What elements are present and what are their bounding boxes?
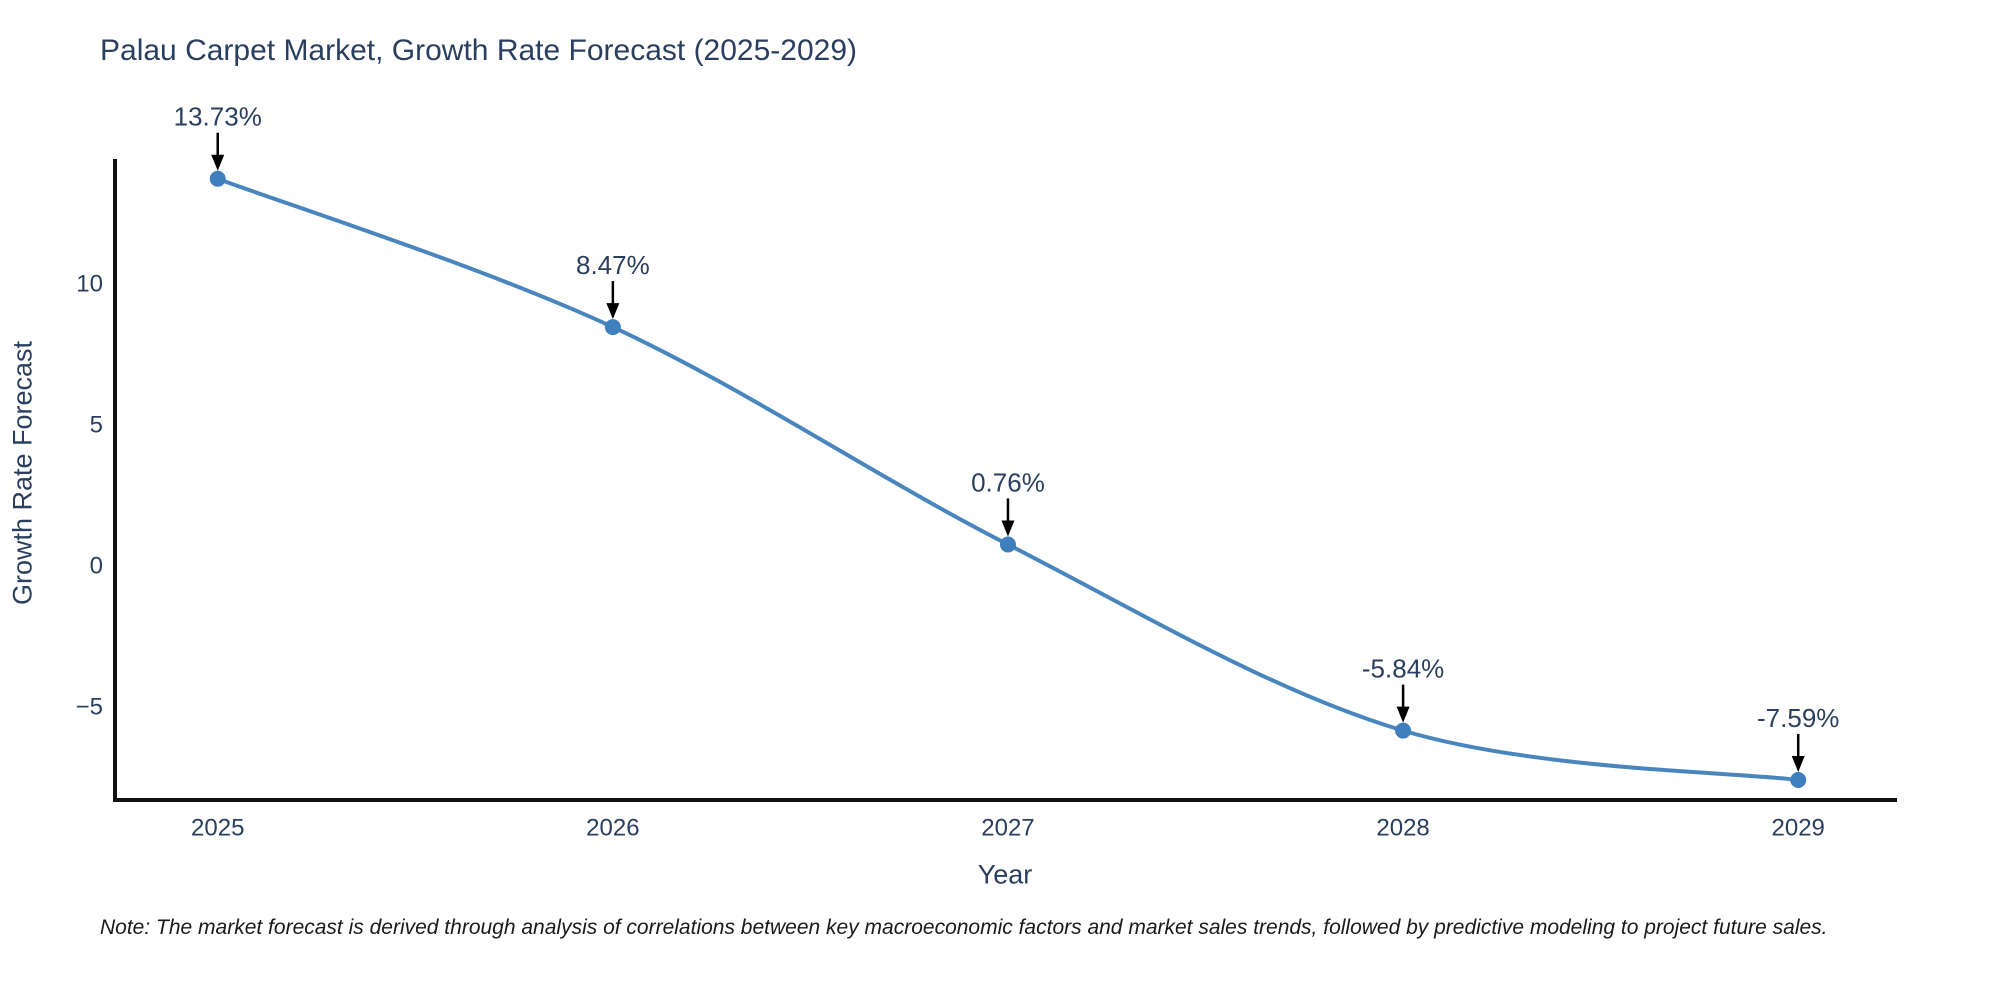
footnote: Note: The market forecast is derived thr… — [100, 916, 1828, 939]
y-tick-label: 0 — [90, 552, 103, 579]
annotation-arrowhead — [1396, 706, 1410, 723]
annotation-arrowhead — [1791, 755, 1805, 772]
data-point-label: -5.84% — [1362, 654, 1444, 684]
data-point — [1790, 771, 1807, 788]
data-point-label: 13.73% — [174, 102, 262, 132]
data-point — [209, 170, 226, 187]
annotation-arrowhead — [1001, 520, 1015, 537]
x-axis-title: Year — [977, 859, 1033, 890]
y-tick-label: −5 — [76, 693, 103, 720]
x-tick-label: 2027 — [981, 815, 1034, 842]
chart-title: Palau Carpet Market, Growth Rate Forecas… — [100, 34, 858, 67]
data-point-label: -7.59% — [1757, 703, 1839, 733]
y-tick-label: 5 — [90, 411, 103, 438]
x-tick-label: 2028 — [1376, 815, 1429, 842]
data-point — [999, 536, 1016, 553]
annotation-arrowhead — [606, 303, 620, 320]
x-tick-label: 2025 — [191, 815, 244, 842]
data-point-label: 0.76% — [971, 468, 1045, 498]
y-tick-label: 10 — [76, 270, 103, 297]
data-point — [1395, 722, 1412, 739]
x-tick-label: 2029 — [1772, 815, 1825, 842]
data-point-label: 8.47% — [576, 250, 650, 280]
annotation-arrowhead — [211, 154, 225, 171]
data-point — [604, 319, 621, 336]
x-tick-label: 2026 — [586, 815, 639, 842]
